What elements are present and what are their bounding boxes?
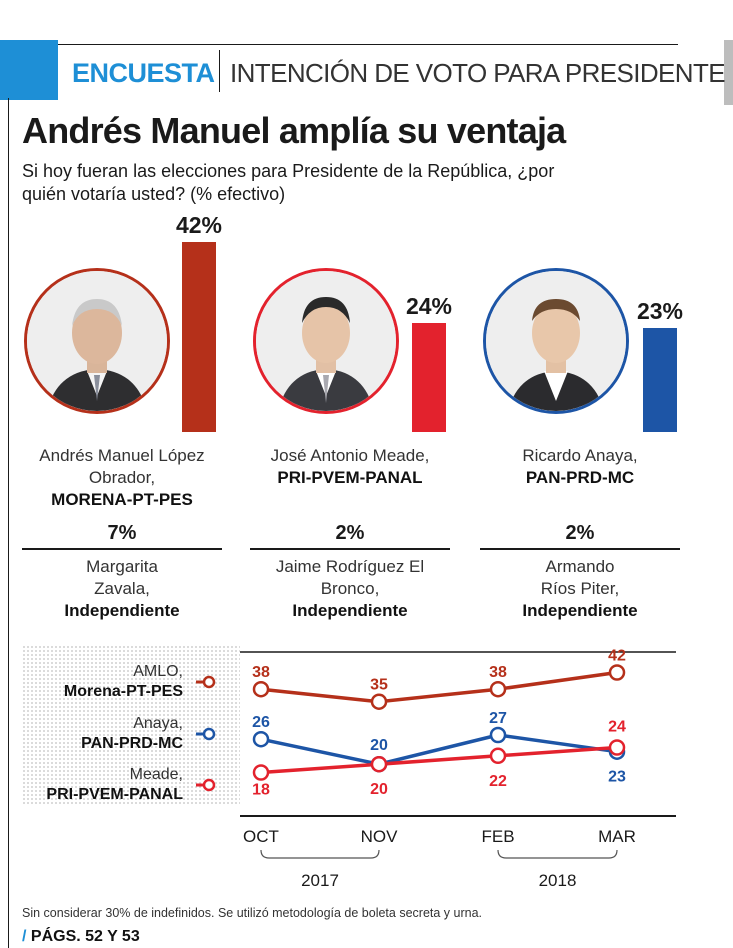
candidate-party: MORENA-PT-PES: [51, 490, 193, 509]
legend-party: PAN-PRD-MC: [81, 735, 183, 752]
page-reference-text: PÁGS. 52 Y 53: [30, 928, 140, 945]
header-rule: [58, 44, 678, 45]
legend-label-meade: Meade, PRI-PVEM-PANAL: [8, 765, 183, 805]
candidate-name-meade: José Antonio Meade, PRI-PVEM-PANAL: [250, 445, 450, 489]
data-label: 35: [370, 677, 388, 694]
data-label: 26: [252, 714, 270, 731]
independent-name-text: Armando Ríos Piter,: [540, 557, 620, 598]
page-edge-mark: [724, 40, 733, 105]
legend-panel: [22, 645, 240, 805]
data-point: [608, 664, 626, 681]
bar-amlo: [182, 242, 216, 432]
independent-pct: 7%: [107, 522, 137, 544]
bar-anaya: [643, 327, 677, 432]
data-point: [252, 730, 270, 748]
frame-left-rule: [8, 98, 9, 948]
candidate-portrait-anaya: [483, 268, 629, 414]
legend-label-anaya: Anaya, PAN-PRD-MC: [8, 714, 183, 754]
candidate-name-anaya: Ricardo Anaya, PAN-PRD-MC: [480, 445, 680, 489]
data-label: 38: [252, 664, 270, 681]
legend-swatch-marker: [202, 675, 216, 689]
independent-pct: 2%: [565, 522, 595, 544]
candidate-name-text: Andrés Manuel López Obrador,: [39, 446, 205, 487]
page-reference-slash: /: [22, 928, 27, 945]
person-portrait-icon: [256, 271, 396, 411]
candidate-name-text: Ricardo Anaya,: [522, 446, 638, 465]
candidate-name-text: José Antonio Meade,: [270, 446, 430, 465]
bar-label-anaya: 23%: [636, 297, 684, 324]
header-accent-tab: [0, 40, 58, 100]
independent-party: Independiente: [64, 601, 180, 620]
candidate-portrait-meade: [253, 268, 399, 414]
data-label: 42: [608, 648, 626, 665]
series-line-1: [260, 733, 618, 766]
independent-name: Armando Ríos Piter, Independiente: [480, 556, 680, 622]
bar-meade: [412, 323, 446, 432]
candidate-party: PAN-PRD-MC: [525, 468, 635, 487]
data-label: 22: [489, 773, 507, 790]
data-label: 18: [252, 782, 270, 799]
footnote: Sin considerar 30% de indefinidos. Se ut…: [22, 906, 483, 920]
data-point: [370, 755, 388, 773]
bar-label-meade: 24%: [405, 293, 453, 320]
independent-name: Margarita Zavala, Independiente: [22, 556, 222, 622]
data-point: [608, 739, 626, 756]
legend-swatch-marker: [202, 727, 216, 741]
legend-name: Meade,: [129, 766, 183, 783]
legend-swatch-marker: [202, 778, 216, 792]
data-label: 23: [608, 769, 626, 786]
series-line-2: [260, 745, 618, 775]
legend-party: PRI-PVEM-PANAL: [46, 786, 183, 803]
candidate-party: PRI-PVEM-PANAL: [277, 468, 423, 487]
data-label: 20: [370, 781, 388, 798]
independent-name-text: Margarita Zavala,: [86, 557, 158, 598]
survey-question: Si hoy fueran las elecciones para Presid…: [22, 161, 555, 204]
person-portrait-icon: [486, 271, 626, 411]
x-tick-label: FEB: [481, 827, 514, 846]
series-line-0: [260, 670, 618, 704]
x-tick-label: MAR: [598, 827, 636, 846]
section-tag: ENCUESTA: [72, 58, 215, 88]
independent-rule: [480, 548, 680, 550]
x-tick-label: OCT: [243, 827, 279, 846]
independent-name-text: Jaime Rodríguez El Bronco,: [275, 557, 425, 598]
independent-name: Jaime Rodríguez El Bronco, Independiente: [250, 556, 450, 622]
data-label: 27: [489, 710, 507, 727]
independent-party: Independiente: [522, 601, 638, 620]
year-label: 2018: [539, 871, 577, 890]
independent-rule: [250, 548, 450, 550]
data-point: [252, 764, 270, 781]
line-chart: 38 35 38 42 26 20 27 23 18 20 22 24 OCT NOV FEB MAR 2017…: [196, 648, 676, 890]
header-separator: [219, 50, 220, 92]
year-label: 2017: [301, 871, 339, 890]
independent-rule: [22, 548, 222, 550]
x-tick-label: NOV: [361, 827, 399, 846]
data-point: [252, 680, 270, 698]
page-reference: / PÁGS. 52 Y 53: [22, 928, 140, 946]
data-point: [489, 747, 507, 765]
year-bracket: [260, 849, 380, 859]
data-point: [489, 726, 507, 744]
candidate-name-amlo: Andrés Manuel López Obrador, MORENA-PT-P…: [22, 445, 222, 511]
data-label: 38: [489, 664, 507, 681]
page-title: Andrés Manuel amplía su ventaja: [22, 110, 566, 151]
bar-label-amlo: 42%: [175, 212, 223, 238]
legend-name: AMLO,: [133, 663, 183, 680]
legend-name: Anaya,: [133, 715, 183, 732]
data-point: [370, 693, 388, 710]
legend-label-amlo: AMLO, Morena-PT-PES: [8, 662, 183, 702]
data-point: [489, 680, 507, 698]
independent-party: Independiente: [292, 601, 408, 620]
year-bracket: [497, 849, 618, 859]
person-portrait-icon: [27, 271, 167, 411]
independent-pct: 2%: [335, 522, 365, 544]
legend-party: Morena-PT-PES: [63, 683, 183, 700]
data-label: 24: [608, 719, 626, 736]
data-label: 20: [370, 737, 388, 754]
section-subtitle: INTENCIÓN DE VOTO PARA PRESIDENTE: [230, 58, 726, 88]
candidate-portrait-amlo: [24, 268, 170, 414]
